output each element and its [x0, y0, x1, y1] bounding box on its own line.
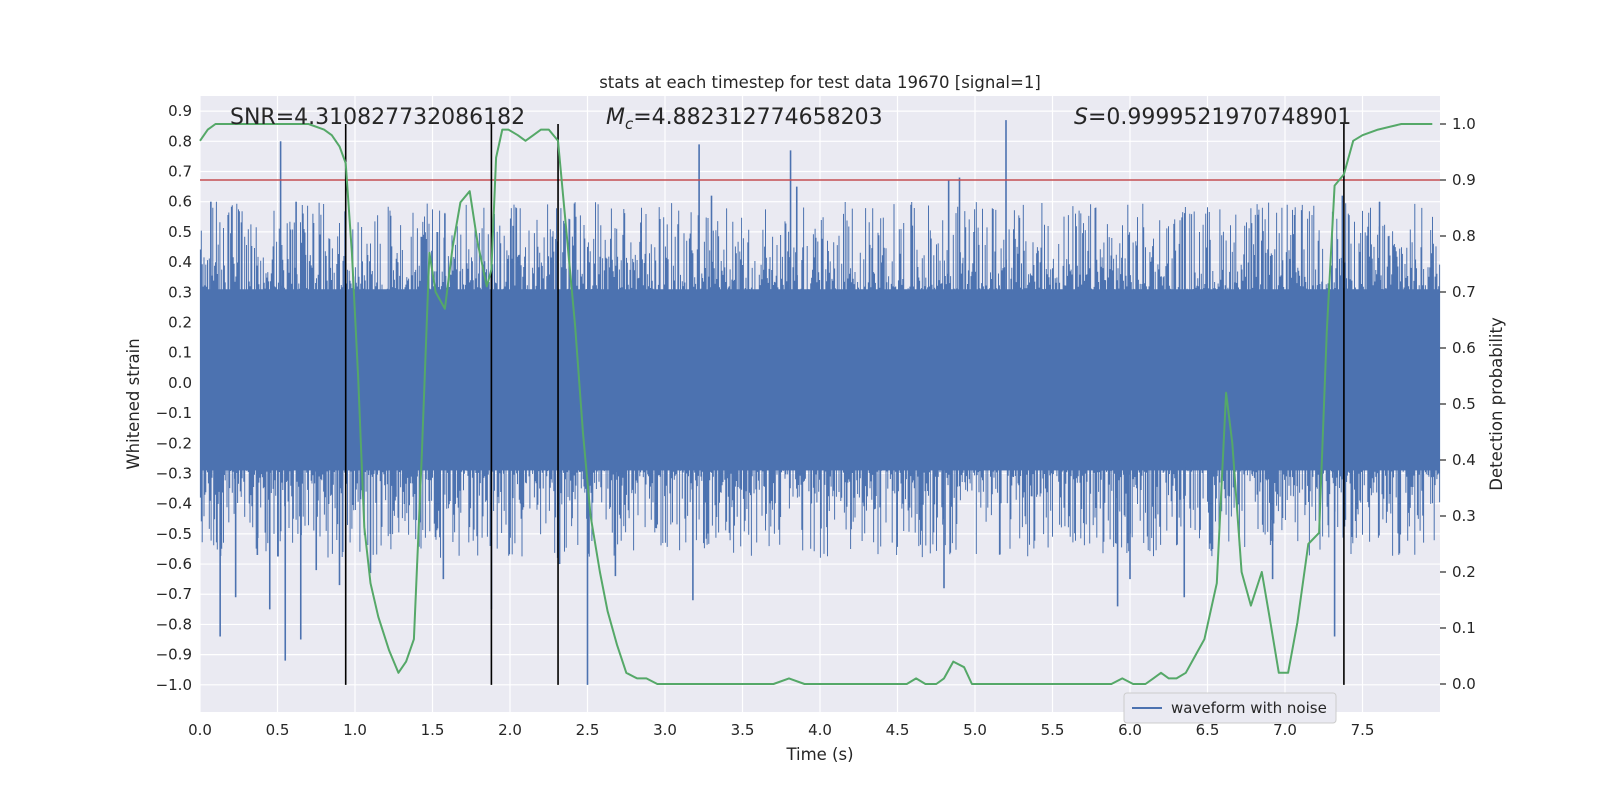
y-tick-label: 0.2	[168, 313, 192, 331]
y-tick-label: 0.4	[168, 253, 192, 271]
x-tick-label: 5.0	[963, 721, 987, 739]
legend-box	[1123, 692, 1337, 724]
y-axis-title: Whitened strain	[124, 338, 143, 469]
y-tick-label: 0.3	[168, 283, 192, 301]
chart-title: stats at each timestep for test data 196…	[599, 73, 1041, 92]
x-tick-label: 0.0	[188, 721, 212, 739]
right-tick-label: 0.3	[1452, 507, 1476, 525]
y-tick-label: −0.8	[156, 615, 192, 633]
x-tick-label: 1.0	[343, 721, 367, 739]
x-tick-label: 1.5	[421, 721, 445, 739]
x-tick-label: 2.0	[498, 721, 522, 739]
overlay-lines	[199, 123, 1440, 685]
x-tick-label: 6.0	[1118, 721, 1142, 739]
probability-line	[199, 123, 1433, 685]
x-tick-label: 3.5	[731, 721, 755, 739]
chirp-mass-value: =4.882312774658203	[633, 105, 882, 130]
y-tick-label: −0.5	[156, 525, 192, 543]
y-tick-label: −0.4	[156, 495, 192, 513]
right-tick-label: 0.0	[1452, 675, 1476, 693]
y-tick-label: −0.6	[156, 555, 192, 573]
chirp-mass-annotation: Mc=4.882312774658203	[606, 105, 883, 133]
right-tick-label: 1.0	[1452, 115, 1476, 133]
y-tick-label: 0.5	[168, 223, 192, 241]
x-axis-title: Time (s)	[785, 745, 853, 764]
s-symbol: S	[1074, 105, 1088, 130]
right-axis-title: Detection probability	[1487, 317, 1506, 491]
right-axis-ticks: 1.0 0.9 0.8 0.7 0.6 0.5 0.4 0.3 0.2 0.1 0.0	[1440, 115, 1476, 693]
y-tick-label: 0.9	[168, 102, 192, 120]
right-tick-label: 0.2	[1452, 563, 1476, 581]
y-tick-label: −0.3	[156, 464, 192, 482]
s-value: =0.9999521970748901	[1088, 105, 1351, 130]
y-tick-label: 0.8	[168, 132, 192, 150]
y-tick-label: 0.1	[168, 344, 192, 362]
right-tick-label: 0.4	[1452, 451, 1476, 469]
x-tick-label: 7.5	[1351, 721, 1375, 739]
x-tick-label: 2.5	[576, 721, 600, 739]
y-tick-label: −1.0	[156, 676, 192, 694]
right-tick-label: 0.7	[1452, 283, 1476, 301]
x-tick-label: 4.5	[886, 721, 910, 739]
legend-label: waveform with noise	[1171, 699, 1327, 717]
y-tick-label: −0.7	[156, 585, 192, 603]
right-tick-label: 0.9	[1452, 171, 1476, 189]
x-tick-label: 0.5	[266, 721, 290, 739]
y-tick-label: 0.7	[168, 162, 192, 180]
snr-annotation: SNR=4.310827732086182	[230, 105, 525, 130]
y-tick-label: −0.2	[156, 434, 192, 452]
x-tick-label: 7.0	[1273, 721, 1297, 739]
y-axis-ticks: 0.9 0.8 0.7 0.6 0.5 0.4 0.3 0.2 0.1 0.0 −0.1 −0.2 −0…	[156, 102, 192, 694]
x-axis-ticks: 0.0 0.5 1.0 1.5 2.0 2.5 3.0 3.5 4.0 4.5 5.0 5.5 6.0 6…	[188, 721, 1374, 739]
waveform-noise	[199, 201, 1441, 558]
legend: waveform with noise	[1123, 692, 1337, 724]
right-tick-label: 0.1	[1452, 619, 1476, 637]
right-tick-label: 0.5	[1452, 395, 1476, 413]
waveform-series	[199, 120, 1441, 685]
y-tick-label: 0.6	[168, 193, 192, 211]
x-tick-label: 3.0	[653, 721, 677, 739]
right-tick-label: 0.6	[1452, 339, 1476, 357]
x-tick-label: 6.5	[1196, 721, 1220, 739]
s-annotation: S=0.9999521970748901	[1074, 105, 1351, 130]
x-tick-label: 5.5	[1041, 721, 1065, 739]
y-tick-label: −0.9	[156, 646, 192, 664]
y-tick-label: 0.0	[168, 374, 192, 392]
chirp-mass-subscript: c	[625, 115, 634, 133]
y-tick-label: −0.1	[156, 404, 192, 422]
x-tick-label: 4.0	[808, 721, 832, 739]
chirp-mass-symbol: M	[606, 105, 625, 130]
right-tick-label: 0.8	[1452, 227, 1476, 245]
